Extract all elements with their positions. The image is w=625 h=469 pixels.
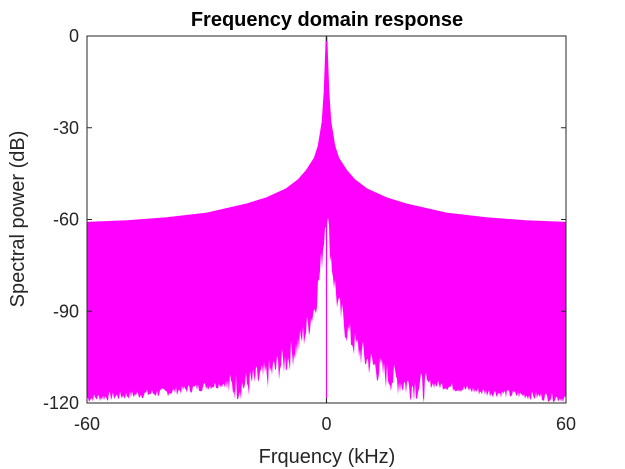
x-tick-label: 0 xyxy=(321,414,331,434)
x-tick-label: -60 xyxy=(74,414,100,434)
chart-title: Frequency domain response xyxy=(191,9,463,31)
ticks: -60 0 60 0 -30 -60 -90 -120 xyxy=(43,26,576,434)
y-axis-label: Spectral power (dB) xyxy=(7,131,29,308)
y-tick-label: -90 xyxy=(53,301,79,321)
y-tick-label: -30 xyxy=(53,118,79,138)
plot-area xyxy=(86,35,567,403)
y-tick-label: 0 xyxy=(69,26,79,46)
spectrum-band xyxy=(87,49,566,403)
y-tick-label: -60 xyxy=(53,210,79,230)
x-tick-label: 60 xyxy=(556,414,576,434)
x-axis-label: Frquency (kHz) xyxy=(259,446,396,468)
y-tick-label: -120 xyxy=(43,393,79,413)
